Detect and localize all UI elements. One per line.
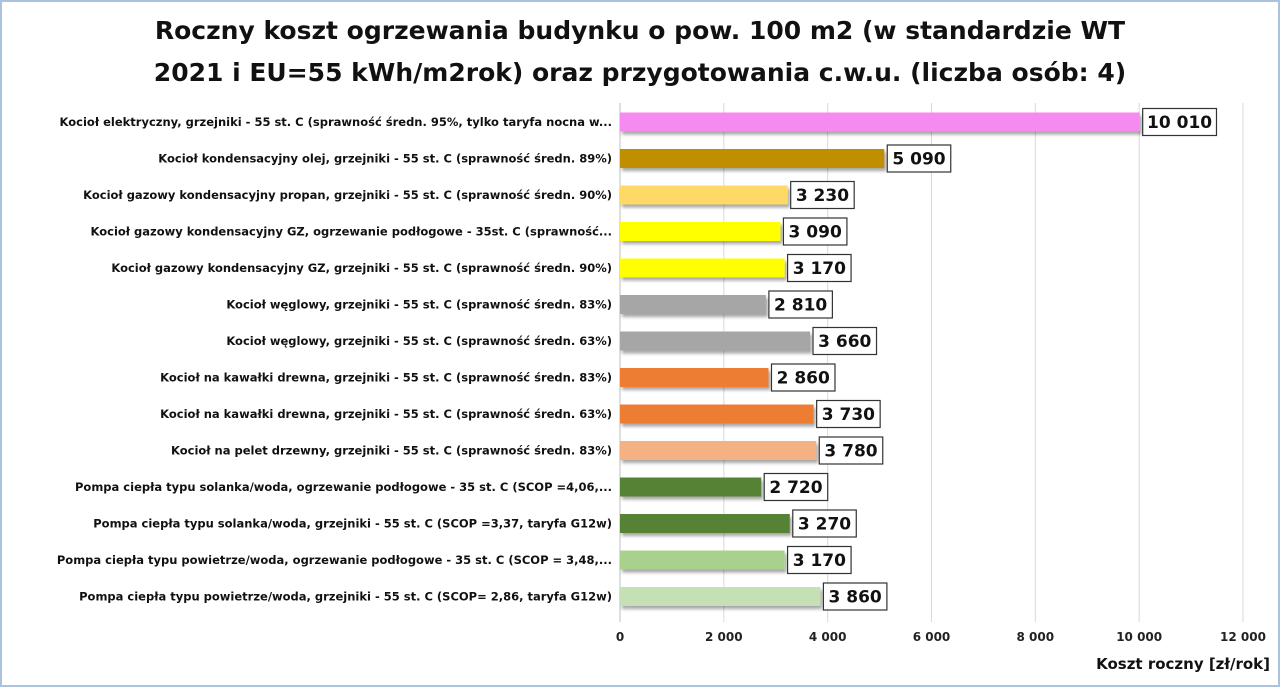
value-label-box (1142, 107, 1218, 137)
bar (620, 514, 790, 533)
category-label: Pompa ciepła typu powietrze/woda, grzejn… (79, 590, 612, 604)
category-label: Pompa ciepła typu powietrze/woda, ogrzew… (57, 553, 612, 567)
value-label: 3 730 (822, 405, 875, 425)
value-label-box (782, 217, 848, 246)
value-label-box (812, 326, 878, 356)
value-label: 3 660 (818, 332, 871, 352)
value-label: 3 090 (789, 223, 842, 243)
value-label: 2 860 (777, 369, 830, 389)
category-label: Kocioł na kawałki drewna, grzejniki - 55… (160, 407, 612, 421)
value-label: 3 170 (793, 259, 846, 279)
bar (620, 112, 1140, 132)
value-label-box (816, 399, 881, 429)
category-label: Kocioł elektryczny, grzejniki - 55 st. C… (60, 115, 612, 129)
category-label: Kocioł węglowy, grzejniki - 55 st. C (sp… (226, 298, 612, 312)
bar (620, 222, 781, 241)
bar (620, 441, 817, 460)
category-label: Kocioł gazowy kondensacyjny propan, grze… (83, 188, 612, 202)
chart-title-line-1: Roczny koszt ogrzewania budynku o pow. 1… (154, 16, 1126, 45)
value-label: 2 720 (769, 478, 822, 498)
value-label-box (790, 180, 855, 210)
x-tick-label: 0 (616, 630, 624, 644)
value-label-box (768, 290, 833, 319)
value-label: 3 860 (829, 588, 882, 608)
value-label: 10 010 (1147, 113, 1212, 133)
value-label-box (763, 472, 829, 502)
chart-title: Roczny koszt ogrzewania budynku o pow. 1… (0, 10, 1280, 94)
x-tick-label: 8 000 (1017, 630, 1055, 644)
value-label-box (786, 253, 852, 283)
value-label-box (818, 436, 884, 465)
value-label: 3 170 (793, 551, 846, 571)
bar (620, 149, 885, 168)
bar (620, 185, 788, 205)
x-tick-label: 2 000 (705, 630, 743, 644)
bar (620, 587, 821, 606)
value-label: 3 230 (796, 186, 849, 206)
value-label-box (786, 545, 852, 575)
category-label: Pompa ciepła typu solanka/woda, ogrzewan… (75, 480, 612, 494)
bar (620, 258, 785, 278)
bar (620, 404, 814, 424)
value-label: 3 270 (798, 515, 851, 535)
chart-title-line-2: 2021 i EU=55 kWh/m2rok) oraz przygotowan… (153, 58, 1127, 87)
value-label-box (886, 144, 952, 173)
value-label-box (770, 363, 836, 392)
category-label: Pompa ciepła typu solanka/woda, grzejnik… (93, 517, 612, 531)
x-tick-label: 6 000 (913, 630, 951, 644)
category-label: Kocioł węglowy, grzejniki - 55 st. C (sp… (226, 334, 612, 348)
bar (620, 368, 769, 387)
bar (620, 477, 762, 497)
x-tick-label: 10 000 (1116, 630, 1162, 644)
category-label: Kocioł na kawałki drewna, grzejniki - 55… (160, 371, 612, 385)
bar (620, 331, 811, 351)
category-label: Kocioł na pelet drzewny, grzejniki - 55 … (171, 444, 612, 458)
category-label: Kocioł gazowy kondensacyjny GZ, grzejnik… (111, 261, 612, 275)
x-axis-title: Koszt roczny [zł/rok] (1096, 655, 1270, 673)
value-label: 2 810 (774, 296, 827, 316)
category-label: Kocioł gazowy kondensacyjny GZ, ogrzewan… (91, 225, 612, 239)
category-label: Kocioł kondensacyjny olej, grzejniki - 5… (158, 152, 612, 166)
value-label-box (792, 509, 857, 538)
x-tick-label: 12 000 (1220, 630, 1266, 644)
value-label-box (822, 582, 888, 611)
bar (620, 550, 785, 570)
value-label: 5 090 (892, 150, 945, 170)
value-label: 3 780 (824, 442, 877, 462)
x-tick-label: 4 000 (809, 630, 847, 644)
bar (620, 295, 766, 314)
